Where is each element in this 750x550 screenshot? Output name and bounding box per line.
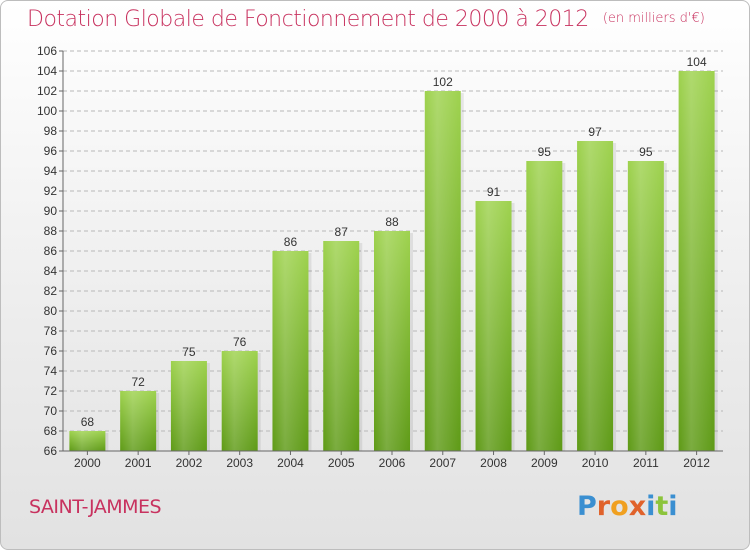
x-tick-label: 2011 [633, 456, 659, 470]
y-tick-label: 70 [44, 404, 58, 418]
bar-highlight [577, 141, 614, 451]
y-tick-label: 78 [44, 324, 58, 338]
y-tick-label: 76 [44, 344, 58, 358]
y-tick-label: 92 [44, 184, 58, 198]
bar-highlight [170, 361, 207, 451]
x-tick-label: 2012 [683, 456, 710, 470]
x-tick-label: 2007 [429, 456, 456, 470]
y-tick-label: 84 [44, 264, 58, 278]
y-tick-label: 72 [44, 384, 58, 398]
bar-value-label: 87 [335, 225, 349, 239]
x-tick-label: 2004 [277, 456, 304, 470]
bar-value-label: 91 [487, 185, 501, 199]
y-tick-label: 86 [44, 244, 58, 258]
bar-value-label: 76 [233, 335, 247, 349]
y-tick-label: 94 [44, 164, 58, 178]
logo-letter: t [655, 491, 669, 522]
x-tick-label: 2005 [328, 456, 355, 470]
bar-highlight [678, 71, 715, 451]
y-axis: 66 68 70 72 74 76 78 80 82 84 86 88 90 92 94 96 98 100 102… [37, 44, 64, 458]
bar-highlight [272, 251, 309, 451]
bar-value-label: 72 [131, 375, 145, 389]
bar-value-label: 88 [385, 215, 399, 229]
bar-highlight [374, 231, 410, 451]
bars: 68 72 75 76 86 87 88 102 91 95 97 95 104 [69, 55, 718, 451]
bar-highlight [69, 431, 106, 451]
x-tick-label: 2006 [379, 456, 406, 470]
logo-letter: o [610, 491, 629, 522]
logo-letter: i [646, 491, 656, 522]
x-tick-label: 2008 [480, 456, 507, 470]
y-tick-label: 102 [37, 84, 57, 98]
y-tick-label: 96 [44, 144, 58, 158]
bar-highlight [424, 91, 461, 451]
y-tick-label: 100 [37, 104, 57, 118]
bar-value-label: 102 [433, 75, 453, 89]
y-tick-label: 104 [37, 64, 57, 78]
logo-letter: P [577, 491, 597, 522]
bar-value-label: 95 [639, 145, 653, 159]
bar-highlight [221, 351, 258, 451]
bar-highlight [627, 161, 664, 451]
y-tick-label: 88 [44, 224, 58, 238]
logo-letter: r [596, 491, 611, 522]
x-tick-label: 2002 [176, 456, 203, 470]
y-tick-label: 106 [37, 44, 57, 58]
y-tick-label: 82 [44, 284, 58, 298]
bar-highlight [120, 391, 157, 451]
bar-value-label: 68 [81, 415, 95, 429]
y-tick-label: 74 [44, 364, 58, 378]
x-tick-label: 2003 [226, 456, 253, 470]
y-tick-label: 90 [44, 204, 58, 218]
x-axis: 2000 2001 2002 2003 2004 2005 2006 2007 2008 2009… [63, 450, 723, 470]
logo-letter: i [668, 491, 678, 522]
bar-value-label: 104 [687, 55, 707, 69]
bar-highlight [323, 241, 360, 451]
bar-value-label: 95 [538, 145, 552, 159]
x-tick-label: 2009 [531, 456, 558, 470]
bar-highlight [526, 161, 563, 451]
y-tick-label: 98 [44, 124, 58, 138]
logo-letter: x [628, 491, 647, 522]
x-tick-label: 2001 [125, 456, 152, 470]
y-tick-label: 68 [44, 424, 58, 438]
bar-value-label: 97 [588, 125, 602, 139]
bar-value-label: 86 [284, 235, 298, 249]
chart-title: Dotation Globale de Fonctionnement de 20… [27, 7, 705, 32]
y-tick-label: 80 [44, 304, 58, 318]
chart-unit: (en milliers d'€) [602, 11, 705, 26]
x-tick-label: 2000 [74, 456, 101, 470]
proxiti-logo: Proxiti [577, 491, 678, 522]
bar-highlight [475, 201, 512, 451]
chart-title-text: Dotation Globale de Fonctionnement de 20… [27, 7, 589, 32]
y-tick-label: 66 [44, 444, 58, 458]
bar-value-label: 75 [182, 345, 196, 359]
x-tick-label: 2010 [582, 456, 609, 470]
commune-name: SAINT-JAMMES [29, 496, 162, 518]
